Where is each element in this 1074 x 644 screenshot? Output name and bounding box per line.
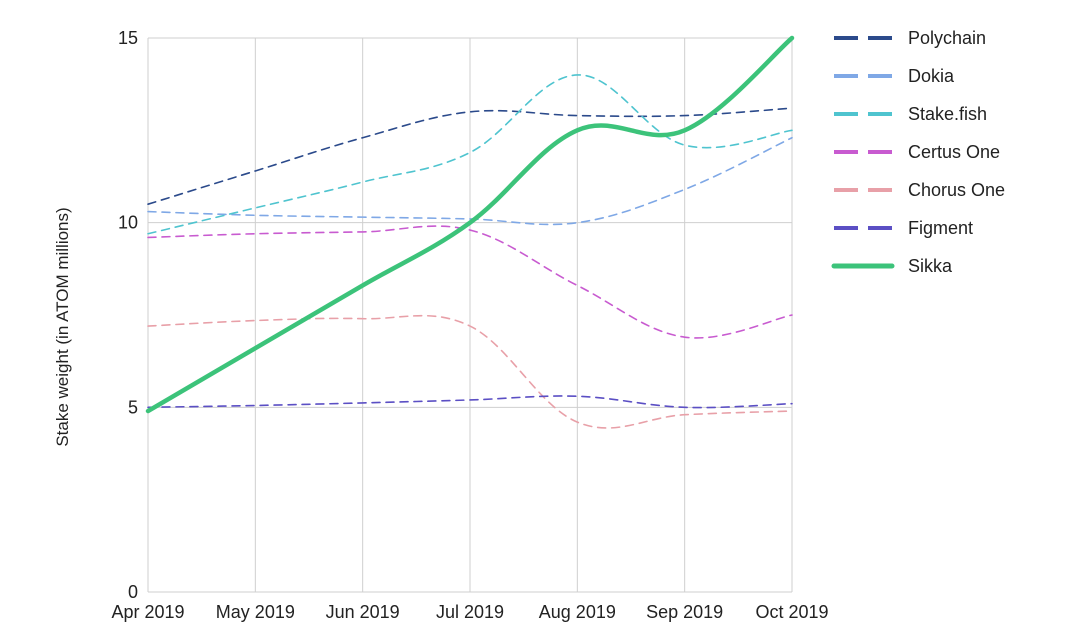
x-tick-label: Jul 2019 [436,602,504,622]
series-line-stake-fish [147,74,793,235]
legend-label: Certus One [908,142,1000,162]
x-tick-label: Sep 2019 [646,602,723,622]
legend-item-dokia: Dokia [834,66,955,86]
series-line-sikka [145,35,795,414]
legend-item-figment: Figment [834,218,973,238]
series-line-figment [147,395,793,409]
legend-item-stake-fish: Stake.fish [834,104,987,124]
y-tick-label: 5 [128,397,138,417]
x-tick-label: May 2019 [216,602,295,622]
series-line-polychain [147,107,793,205]
x-tick-label: Jun 2019 [326,602,400,622]
legend: Polychain Dokia Stake.fish Certus One Chorus… [831,28,1005,276]
x-axis-ticks: Apr 2019 May 2019 Jun 2019 Jul 2019 Aug 2019… [111,602,828,622]
x-tick-label: Oct 2019 [755,602,828,622]
legend-label: Figment [908,218,973,238]
y-axis-ticks: 0 5 10 15 [118,28,138,602]
series-layer [145,35,795,429]
legend-item-certus-one: Certus One [834,142,1000,162]
legend-item-polychain: Polychain [834,28,986,48]
legend-label: Dokia [908,66,955,86]
series-line-chorus-one [147,314,793,429]
legend-label: Polychain [908,28,986,48]
x-tick-label: Apr 2019 [111,602,184,622]
legend-label: Chorus One [908,180,1005,200]
series-line-certus-one [147,225,793,339]
y-tick-label: 0 [128,582,138,602]
y-axis-title: Stake weight (in ATOM millions) [53,207,72,446]
series-line-dokia [147,136,793,226]
legend-label: Stake.fish [908,104,987,124]
legend-item-sikka: Sikka [831,256,953,276]
legend-label: Sikka [908,256,953,276]
y-tick-label: 10 [118,213,138,233]
legend-item-chorus-one: Chorus One [834,180,1005,200]
y-tick-label: 15 [118,28,138,48]
x-tick-label: Aug 2019 [539,602,616,622]
grid [147,37,793,593]
